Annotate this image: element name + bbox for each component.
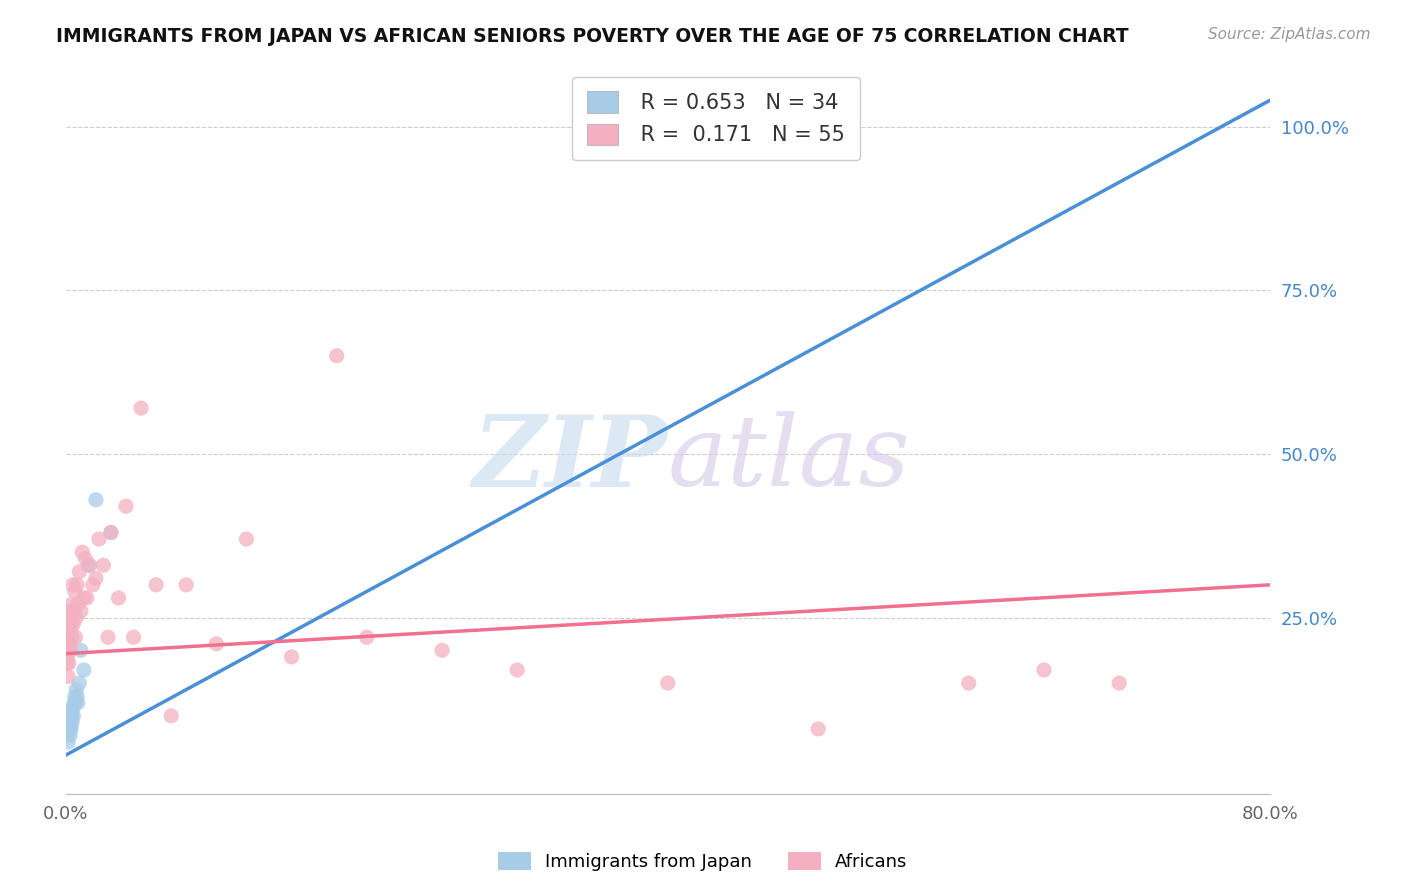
Point xyxy=(76,591,98,605)
Point xyxy=(87,532,110,546)
Point xyxy=(65,682,87,697)
Point xyxy=(66,598,89,612)
Point xyxy=(59,624,82,638)
Point xyxy=(82,578,104,592)
Point xyxy=(60,598,83,612)
Point xyxy=(58,637,80,651)
Point xyxy=(58,722,80,736)
Text: ZIP: ZIP xyxy=(472,410,668,508)
Legend:  R = 0.653   N = 34,  R =  0.171   N = 55: R = 0.653 N = 34, R = 0.171 N = 55 xyxy=(572,77,860,160)
Point xyxy=(59,715,82,730)
Point xyxy=(63,604,86,618)
Point xyxy=(73,663,96,677)
Point xyxy=(58,610,80,624)
Point xyxy=(235,532,257,546)
Point xyxy=(60,708,83,723)
Point xyxy=(59,643,82,657)
Point xyxy=(174,578,197,592)
Point xyxy=(58,637,80,651)
Point xyxy=(58,715,80,730)
Point xyxy=(63,696,86,710)
Point xyxy=(62,702,84,716)
Point xyxy=(122,630,145,644)
Point xyxy=(67,676,90,690)
Point xyxy=(93,558,115,573)
Point xyxy=(56,649,79,664)
Point xyxy=(612,120,634,134)
Point xyxy=(84,492,107,507)
Point xyxy=(63,689,86,703)
Point xyxy=(67,565,90,579)
Point xyxy=(129,401,152,416)
Point xyxy=(84,571,107,585)
Point xyxy=(56,657,79,671)
Point xyxy=(56,708,79,723)
Point xyxy=(60,722,83,736)
Point xyxy=(60,715,83,730)
Point xyxy=(56,630,79,644)
Point xyxy=(73,591,96,605)
Point xyxy=(59,728,82,742)
Point xyxy=(430,643,453,657)
Point xyxy=(79,558,101,573)
Point xyxy=(58,715,80,730)
Point xyxy=(62,617,84,632)
Text: Source: ZipAtlas.com: Source: ZipAtlas.com xyxy=(1208,27,1371,42)
Point xyxy=(62,708,84,723)
Point xyxy=(66,578,89,592)
Point xyxy=(66,696,89,710)
Point xyxy=(100,525,122,540)
Text: atlas: atlas xyxy=(668,411,911,507)
Point xyxy=(325,349,347,363)
Point xyxy=(66,689,89,703)
Point xyxy=(100,525,122,540)
Point xyxy=(145,578,167,592)
Legend: Immigrants from Japan, Africans: Immigrants from Japan, Africans xyxy=(491,845,915,879)
Point xyxy=(70,643,93,657)
Point xyxy=(356,630,378,644)
Point xyxy=(56,722,79,736)
Point xyxy=(506,663,529,677)
Point xyxy=(58,708,80,723)
Point xyxy=(115,500,138,514)
Point xyxy=(75,551,97,566)
Point xyxy=(807,722,830,736)
Point xyxy=(56,715,79,730)
Point xyxy=(160,708,183,723)
Point xyxy=(65,630,87,644)
Point xyxy=(596,120,619,134)
Point xyxy=(65,610,87,624)
Text: IMMIGRANTS FROM JAPAN VS AFRICAN SENIORS POVERTY OVER THE AGE OF 75 CORRELATION : IMMIGRANTS FROM JAPAN VS AFRICAN SENIORS… xyxy=(56,27,1129,45)
Point xyxy=(1108,676,1130,690)
Point xyxy=(60,630,83,644)
Point xyxy=(58,722,80,736)
Point xyxy=(62,578,84,592)
Point xyxy=(107,591,129,605)
Point xyxy=(657,676,679,690)
Point xyxy=(60,702,83,716)
Point xyxy=(59,604,82,618)
Point xyxy=(72,545,94,559)
Point xyxy=(56,643,79,657)
Point xyxy=(205,637,228,651)
Point xyxy=(65,696,87,710)
Point xyxy=(77,558,100,573)
Point xyxy=(56,669,79,683)
Point xyxy=(59,708,82,723)
Point xyxy=(97,630,120,644)
Point xyxy=(56,728,79,742)
Point xyxy=(70,604,93,618)
Point xyxy=(280,649,302,664)
Point xyxy=(1033,663,1056,677)
Point xyxy=(56,722,79,736)
Point xyxy=(58,657,80,671)
Point xyxy=(957,676,980,690)
Point xyxy=(56,735,79,749)
Point xyxy=(60,617,83,632)
Point xyxy=(63,584,86,599)
